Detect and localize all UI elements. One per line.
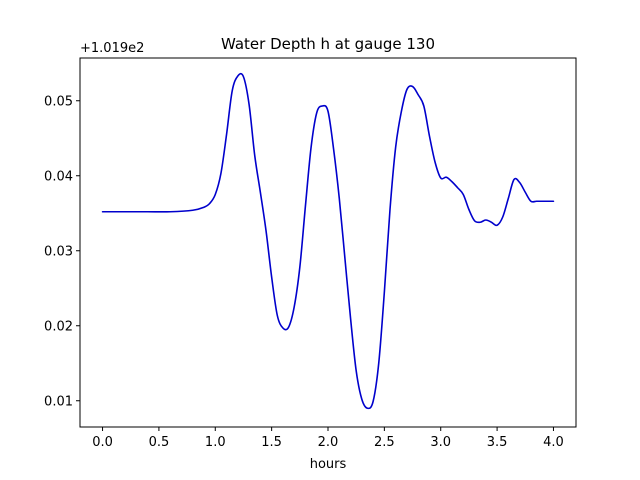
- x-tick-label: 2.0: [318, 435, 339, 450]
- x-tick-label: 3.0: [430, 435, 451, 450]
- x-tick-label: 4.0: [543, 435, 564, 450]
- x-tick-label: 1.0: [205, 435, 226, 450]
- x-tick-label: 0.5: [149, 435, 170, 450]
- chart-title: Water Depth h at gauge 130: [221, 35, 435, 53]
- y-tick-label: 0.02: [44, 319, 73, 334]
- y-axis-ticks: 0.01 0.02 0.03 0.04 0.05: [44, 94, 80, 409]
- x-tick-label: 3.5: [487, 435, 508, 450]
- y-tick-label: 0.05: [44, 94, 73, 109]
- x-tick-label: 2.5: [374, 435, 395, 450]
- y-tick-label: 0.04: [44, 169, 73, 184]
- y-tick-label: 0.01: [44, 394, 73, 409]
- series-line-0: [101, 72, 555, 410]
- y-tick-label: 0.03: [44, 244, 73, 259]
- x-tick-label: 1.5: [261, 435, 282, 450]
- x-axis-label: hours: [310, 457, 347, 472]
- y-axis-offset-text: +1.019e2: [80, 41, 144, 56]
- x-axis-ticks: 0.0 0.5 1.0 1.5 2.0 2.5 3.0 3.5 4.0: [92, 427, 564, 450]
- plot-frame: [79, 57, 577, 428]
- series-layer: [101, 72, 555, 410]
- x-tick-label: 0.0: [92, 435, 113, 450]
